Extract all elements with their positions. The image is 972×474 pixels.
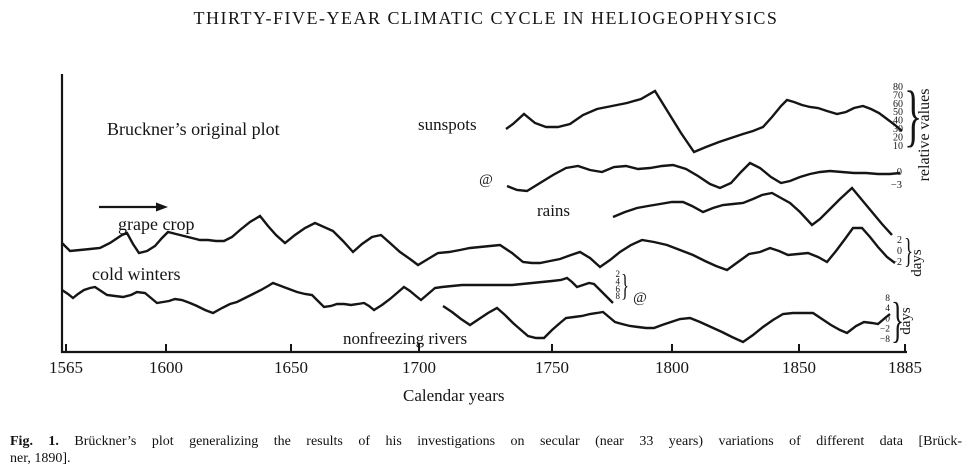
sunspots-scale-tick-label: 30 [893, 124, 903, 135]
caption-line1: Fig. 1. Brückner’s plot generalizing the… [10, 433, 962, 450]
annotation-sunspots-label: sunspots [418, 115, 477, 134]
annotation-at-sign-2: @ [633, 290, 647, 306]
caption-line2: ner, 1890]. [10, 451, 71, 467]
figure-caption: Fig. 1. Brückner’s plot generalizing the… [10, 433, 962, 467]
rivers-scale-tick-label: 4 [885, 304, 890, 314]
sunspots-scale-tick-label: 50 [893, 107, 903, 118]
series-nonfreezing-rivers [442, 305, 891, 344]
sunspots-scale-tick-label: 80 [893, 82, 903, 93]
annotation-rains-label: rains [537, 201, 570, 220]
rivers-scale-unit-label: days [898, 307, 914, 335]
annotation-rivers-label: nonfreezing rivers [343, 329, 467, 348]
series-rains [612, 186, 893, 236]
series-temperature [506, 161, 901, 193]
rains-scale-unit-label: days [909, 249, 925, 277]
temp-scale-tick-label: 0 [897, 167, 902, 178]
rivers-scale-brace-icon: } [891, 292, 904, 348]
x-tick-label: 1850 [782, 358, 816, 377]
series-grape-crop [61, 214, 896, 272]
rivers-scale-tick-label: 0 [885, 314, 890, 324]
series-sunspots [505, 89, 903, 154]
series-cold-winters [61, 276, 614, 315]
sunspots-scale-tick-label: 70 [893, 90, 903, 101]
annotation-at-sign-1: @ [479, 172, 493, 188]
sunspots-scale-tick-label: 40 [893, 116, 903, 127]
rivers-scale-tick-label: −8 [880, 335, 890, 345]
winters-scale-tick-label: 8 [616, 291, 621, 301]
rivers-scale-tick-label: −2 [880, 325, 890, 335]
rains-scale-brace-icon: } [904, 233, 913, 271]
grape-crop-arrowhead-icon [156, 202, 168, 212]
x-tick-label: 1750 [535, 358, 569, 377]
winters-scale-tick-label: 6 [616, 284, 621, 294]
winters-scale-tick-label: 2 [616, 269, 621, 279]
annotation-plot-label: Bruckner’s original plot [107, 119, 280, 139]
winters-scale-brace-icon: } [621, 269, 629, 302]
sunspots-scale-brace-icon: } [904, 78, 922, 155]
sunspots-scale-tick-label: 20 [893, 132, 903, 143]
x-tick-label: 1800 [655, 358, 689, 377]
annotation-cold-winters-label: cold winters [92, 264, 180, 284]
rains-scale-tick-label: 2 [897, 235, 902, 246]
rivers-scale-tick-label: 8 [885, 294, 890, 304]
annotation-grape-crop-label: grape crop [118, 214, 194, 234]
caption-text: Brückner’s plot generalizing the results… [74, 434, 963, 449]
figure-title: THIRTY-FIVE-YEAR CLIMATIC CYCLE IN HELIO… [193, 8, 779, 28]
sunspots-scale-tick-label: 10 [893, 141, 903, 152]
caption-fig-label: Fig. 1. [10, 434, 59, 449]
x-tick-label: 1600 [149, 358, 183, 377]
winters-scale-tick-label: 4 [616, 276, 621, 286]
x-tick-label: 1885 [888, 358, 922, 377]
x-tick-label: 1650 [274, 358, 308, 377]
temp-scale-tick-label: −3 [891, 180, 902, 191]
sunspots-scale-unit-label: relative values [916, 89, 933, 182]
x-tick-label: 1700 [402, 358, 436, 377]
axes [60, 74, 907, 354]
rains-scale-tick-label: −2 [891, 257, 902, 268]
annotation-xlabel: Calendar years [403, 386, 504, 405]
sunspots-scale-tick-label: 60 [893, 99, 903, 110]
x-tick-label: 1565 [49, 358, 83, 377]
rains-scale-tick-label: 0 [897, 246, 902, 257]
